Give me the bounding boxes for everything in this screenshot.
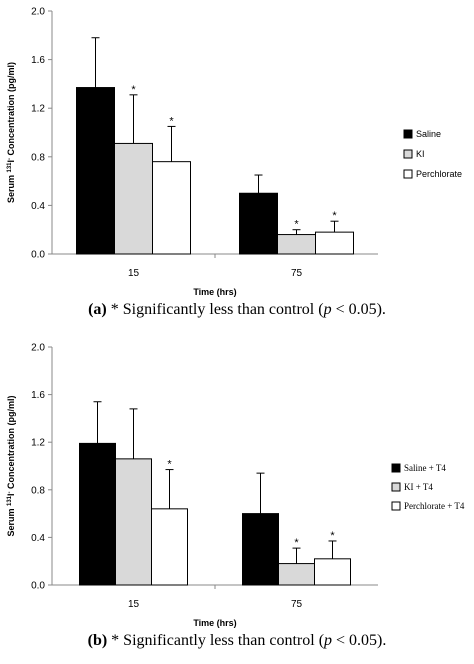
chart-b-ytick-label: 1.2 [31, 438, 45, 449]
chart-a-y-axis-title-part: Concentration (pg/ml) [6, 62, 16, 158]
panel-a: 0.0 0.4 0.8 1.2 1.6 2.0 15 * * 75 * * Time (hrs) Seru… [0, 7, 474, 319]
chart-b-y-axis-title: Serum 131I- Concentration (pg/ml) [6, 395, 16, 536]
chart-b-y-axis-title-part: Serum [6, 506, 16, 537]
chart-a-legend-swatch [403, 129, 413, 139]
caption-b: (b) * Significantly less than control (p… [0, 632, 474, 650]
chart-a-bar [114, 142, 153, 255]
chart-a: 0.0 0.4 0.8 1.2 1.6 2.0 15 * * 75 * * Time (hrs) Seru… [6, 7, 462, 298]
caption-b-end: < 0.05). [332, 632, 387, 649]
chart-a-y-axis-title-part: Serum [6, 173, 16, 204]
chart-a-bar [76, 87, 115, 255]
caption-b-p: p [324, 632, 333, 649]
caption-a: (a) * Significantly less than control (p… [0, 301, 474, 319]
chart-b-xtick-label: 75 [291, 599, 303, 610]
chart-b-ytick-label: 0.0 [31, 581, 45, 592]
chart-b-ytick-label: 0.8 [31, 485, 45, 496]
chart-a-ytick-label: 0.0 [31, 250, 45, 261]
chart-b-xtick-label: 15 [128, 599, 140, 610]
chart-b-significance-marker: * [294, 537, 299, 549]
chart-b-legend-swatch [391, 501, 401, 511]
chart-a-significance-marker: * [169, 115, 174, 127]
chart-b-bar [314, 558, 351, 586]
chart-a-xtick-label: 15 [128, 268, 140, 279]
chart-a-y-axis-title-part: I [6, 160, 16, 163]
chart-b: 0.0 0.4 0.8 1.2 1.6 2.0 15 * 75 * * Time (hrs) Serum… [6, 343, 465, 629]
chart-a-xtick-label: 75 [291, 268, 303, 279]
chart-b-significance-marker: * [330, 530, 335, 542]
chart-a-y-axis-title-part: - [7, 158, 13, 160]
chart-b-ytick-label: 0.4 [31, 533, 45, 544]
caption-a-text: * Significantly less than control ( [106, 301, 324, 318]
chart-b-y-axis-title-part: 131 [7, 495, 13, 506]
chart-a-legend-label: KI [416, 149, 425, 159]
caption-a-label: (a) [88, 301, 107, 318]
chart-b-significance-marker: * [167, 459, 172, 471]
caption-a-end: < 0.05). [331, 301, 386, 318]
chart-a-bar [152, 161, 191, 255]
chart-a-ytick-label: 0.4 [31, 201, 45, 212]
chart-b-y-axis-title-part: I [6, 493, 16, 496]
chart-b-legend-label: Perchlorate + T4 [404, 501, 465, 511]
chart-b-bar [278, 563, 315, 586]
chart-a-legend-swatch [403, 169, 413, 179]
chart-a-legend-swatch [403, 149, 413, 159]
chart-a-significance-marker: * [131, 84, 136, 96]
chart-a-ytick-label: 1.6 [31, 55, 45, 66]
chart-a-significance-marker: * [332, 210, 337, 222]
chart-a-significance-marker: * [294, 219, 299, 231]
chart-a-bar [277, 234, 316, 255]
caption-b-text: * Significantly less than control ( [107, 632, 325, 649]
chart-b-legend-label: Saline + T4 [404, 463, 446, 473]
chart-a-legend-label: Perchlorate [416, 169, 462, 179]
caption-b-label: (b) [87, 632, 108, 649]
chart-b-legend-swatch [391, 463, 401, 473]
chart-b-ytick-label: 1.6 [31, 390, 45, 401]
panel-b: 0.0 0.4 0.8 1.2 1.6 2.0 15 * 75 * * Time (hrs) Serum… [0, 332, 474, 664]
chart-b-y-axis-title-part: - [7, 491, 13, 493]
chart-a-y-axis-title-part: 131 [7, 162, 13, 173]
chart-b-bar [115, 458, 152, 586]
chart-b-bar [242, 513, 279, 586]
chart-b-y-axis-title-part: Concentration (pg/ml) [6, 395, 16, 491]
chart-a-bar [315, 231, 354, 255]
chart-a-y-axis-title: Serum 131I- Concentration (pg/ml) [6, 62, 16, 203]
chart-a-ytick-label: 2.0 [31, 7, 45, 18]
chart-a-x-axis-title: Time (hrs) [193, 287, 236, 297]
chart-a-ytick-label: 0.8 [31, 152, 45, 163]
chart-b-legend-swatch [391, 482, 401, 492]
chart-a-bar [239, 192, 278, 255]
chart-b-ytick-label: 2.0 [31, 343, 45, 354]
caption-a-p: p [323, 301, 332, 318]
chart-a-ytick-label: 1.2 [31, 104, 45, 115]
chart-b-bar [151, 508, 188, 586]
chart-a-legend-label: Saline [416, 129, 441, 139]
chart-b-bar [79, 442, 116, 586]
chart-b-x-axis-title: Time (hrs) [193, 618, 236, 628]
chart-b-legend-label: KI + T4 [404, 482, 433, 492]
